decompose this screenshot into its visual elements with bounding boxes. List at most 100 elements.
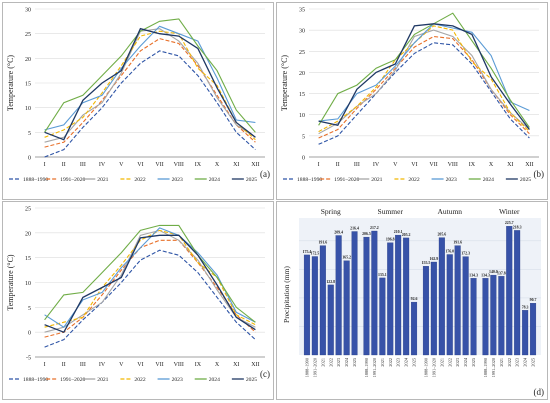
bar-Winter-2025	[530, 303, 537, 356]
x-category-label: 2024	[404, 357, 409, 366]
y-tick-label: 20	[25, 231, 31, 237]
bar-Winter-2023	[514, 230, 521, 356]
x-category-label: 2025	[471, 358, 476, 367]
series-line-2025	[44, 27, 256, 141]
series-line-2023	[318, 23, 530, 122]
x-tick-label: I	[44, 162, 46, 168]
temperature-chart-b: 0 5 10 15 20 25 30 35 I II III IV V VI VII VIII IX X XI XII…	[276, 2, 548, 200]
x-category-label: 1888–1990	[423, 358, 428, 377]
panel-label: (a)	[260, 169, 270, 179]
x-category-label: 2021	[380, 358, 385, 367]
legend-entry: 2023	[172, 377, 183, 383]
x-category-label: 2025	[412, 358, 417, 367]
legend-entry: 2024	[209, 177, 220, 183]
panel-label: (b)	[534, 169, 545, 179]
bar-value-label: 162.9	[430, 257, 439, 261]
legend-entry: 1991–2020	[334, 177, 359, 183]
x-category-label: 2021	[499, 358, 504, 367]
bar-value-label: 92.6	[411, 297, 418, 301]
bar-value-label: 134.3	[469, 273, 478, 277]
y-tick-label: 30	[25, 8, 31, 14]
temperature-chart-a: 0 5 10 15 20 25 30 I II III IV V VI VII VIII IX X XI XII Te…	[2, 2, 274, 200]
bar-value-label: 165.2	[342, 256, 351, 260]
x-category-label: 2021	[439, 358, 444, 367]
bar-Winter-1991–2020	[490, 274, 497, 356]
bar-value-label: 172.3	[461, 252, 470, 256]
legend-entry: 2022	[134, 177, 145, 183]
legend-entry: 2025	[246, 177, 257, 183]
x-category-label: 2022	[447, 358, 452, 367]
x-tick-label: X	[489, 162, 494, 168]
x-tick-label: IX	[469, 162, 476, 168]
series-line-2024	[44, 224, 256, 323]
legend-entry: 1888–1990	[23, 377, 48, 383]
x-category-label: 1991–2020	[491, 358, 496, 377]
bar-value-label: 217.2	[370, 226, 379, 230]
y-tick-label: 5	[28, 131, 31, 137]
y-tick-label: 15	[25, 256, 31, 262]
bar-Spring-2023	[335, 235, 342, 356]
bar-Autumn-2025	[470, 278, 477, 356]
series-line-2025	[44, 234, 256, 334]
bar-value-label: 206.5	[362, 232, 371, 236]
legend-entry: 2024	[483, 177, 494, 183]
y-tick-label: 25	[25, 207, 31, 213]
x-tick-label: II	[62, 162, 66, 168]
bar-value-label: 210.1	[394, 230, 403, 234]
bar-value-label: 135.1	[378, 273, 387, 277]
bar-Spring-2024	[343, 260, 350, 356]
y-tick-label: 0	[302, 156, 305, 162]
y-tick-label: 25	[25, 32, 31, 38]
x-tick-label: VI	[411, 162, 417, 168]
bar-Summer-2022	[387, 242, 394, 356]
group-label-autumn: Autumn	[437, 207, 462, 216]
x-tick-label: VIII	[174, 162, 184, 168]
bar-Summer-2023	[395, 234, 402, 356]
group-label-spring: Spring	[321, 207, 341, 216]
bar-value-label: 176.0	[445, 250, 454, 254]
x-category-label: 2023	[396, 358, 401, 367]
x-tick-label: VIII	[174, 362, 184, 368]
series-line-1991–2020	[44, 239, 256, 338]
x-category-label: 2022	[328, 358, 333, 367]
x-category-label: 2022	[507, 358, 512, 367]
y-axis-label: Temperature (°C)	[6, 254, 15, 311]
x-tick-label: XII	[525, 162, 533, 168]
series-line-2025	[318, 23, 530, 130]
x-tick-label: V	[393, 162, 398, 168]
x-tick-label: IV	[99, 162, 106, 168]
x-category-label: 2024	[344, 357, 349, 366]
x-tick-label: IX	[195, 362, 202, 368]
x-tick-label: V	[119, 362, 124, 368]
legend-entry: 1888–1990	[23, 177, 48, 183]
y-axis-label: Temperature (°C)	[280, 55, 289, 112]
series-line-2021	[318, 29, 530, 135]
bar-value-label: 122.8	[326, 280, 335, 284]
y-tick-label: 20	[299, 71, 305, 77]
y-axis-label: Temperature (°C)	[6, 55, 15, 112]
x-category-label: 1888–1990	[483, 358, 488, 377]
series-line-2021	[44, 229, 256, 333]
series-line-1888–1990	[44, 249, 256, 348]
legend-entry: 1888–1990	[297, 177, 322, 183]
x-category-label: 2022	[388, 358, 393, 367]
y-tick-label: 10	[299, 113, 305, 119]
x-category-label: 1888–1990	[304, 358, 309, 377]
x-category-label: 1991–2020	[372, 358, 377, 377]
y-tick-label: 20	[25, 57, 31, 63]
x-category-label: 2023	[336, 358, 341, 367]
bar-Winter-2022	[506, 226, 513, 356]
x-tick-label: XI	[507, 162, 513, 168]
x-tick-label: III	[80, 362, 86, 368]
panel-label: (d)	[534, 387, 545, 397]
bar-Winter-2024	[522, 310, 529, 356]
bar-Spring-1888–1990	[303, 254, 310, 356]
x-tick-label: X	[215, 162, 220, 168]
x-tick-label: I	[44, 362, 46, 368]
legend-entry: 2023	[172, 177, 183, 183]
bar-value-label: 205.6	[437, 233, 446, 237]
series-line-1888–1990	[318, 42, 530, 145]
x-tick-label: IV	[373, 162, 380, 168]
bar-Spring-2022	[327, 284, 334, 356]
